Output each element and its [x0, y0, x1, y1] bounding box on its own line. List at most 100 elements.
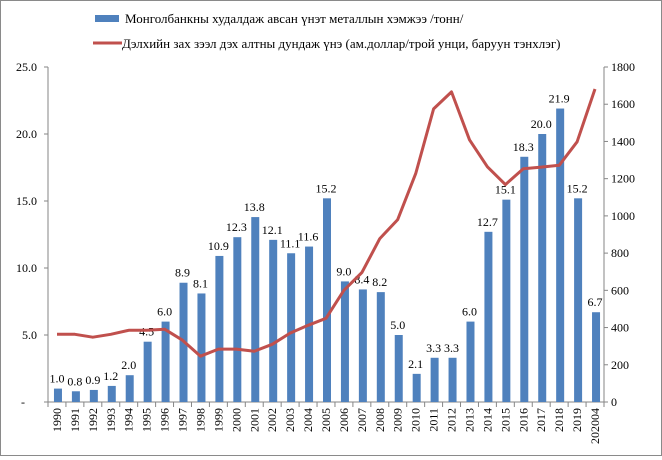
x-tick-label: 2016: [516, 408, 530, 432]
x-tick-label: 2012: [445, 408, 459, 432]
x-tick-label: 2002: [265, 408, 279, 432]
bar: [89, 389, 98, 402]
x-tick-label: 1996: [158, 408, 172, 432]
right-tick-label: 600: [611, 283, 629, 297]
bar-data-label: 3.3: [426, 341, 441, 355]
right-tick-label: 0: [611, 395, 617, 409]
x-tick-label: 202004: [588, 408, 602, 444]
x-tick-label: 2007: [355, 408, 369, 432]
bar-data-label: 12.3: [226, 220, 247, 234]
x-tick-label: 1993: [104, 408, 118, 432]
bar-data-label: 13.8: [244, 200, 265, 214]
bar: [502, 199, 511, 402]
bar: [233, 237, 242, 402]
x-tick-label: 1998: [193, 408, 207, 432]
left-tick-label: -: [21, 395, 25, 409]
bar: [394, 335, 403, 402]
bar: [466, 321, 475, 402]
bar-data-label: 8.2: [372, 275, 387, 289]
bar: [215, 255, 224, 402]
x-tick-label: 1997: [176, 408, 190, 432]
x-tick-label: 2000: [229, 408, 243, 432]
legend-bar-swatch: [95, 15, 119, 22]
x-tick-label: 1991: [68, 408, 82, 432]
bar-data-label: 11.6: [298, 230, 319, 244]
legend-bar-label: Монголбанкны худалдаж авсан үнэт металлы…: [125, 11, 464, 26]
bar-data-label: 15.1: [495, 183, 516, 197]
x-tick-label: 2013: [462, 408, 476, 432]
bar-data-label: 3.3: [444, 341, 459, 355]
bar: [538, 134, 547, 402]
bar: [574, 198, 583, 402]
bar-data-label: 21.9: [549, 92, 570, 106]
left-tick-label: 10.0: [16, 261, 37, 275]
bar-data-label: 11.1: [280, 236, 301, 250]
bar-data-label: 18.3: [513, 140, 534, 154]
x-tick-label: 2011: [427, 408, 441, 432]
bar-data-label: 15.2: [316, 181, 337, 195]
bar-data-label: 20.0: [531, 117, 552, 131]
bar: [107, 385, 116, 402]
left-tick-label: 15.0: [16, 194, 37, 208]
x-tick-label: 2008: [373, 408, 387, 432]
bar: [161, 321, 170, 402]
bar: [125, 375, 134, 402]
bar: [556, 108, 565, 402]
x-tick-label: 2009: [391, 408, 405, 432]
bar: [520, 156, 529, 402]
bar-data-label: 6.7: [588, 295, 603, 309]
right-tick-label: 800: [611, 246, 629, 260]
bar-data-label: 0.9: [85, 373, 100, 387]
x-tick-label: 2015: [498, 408, 512, 432]
bar: [358, 289, 367, 402]
bar-data-label: 2.0: [121, 358, 136, 372]
right-tick-label: 200: [611, 358, 629, 372]
x-tick-label: 2005: [319, 408, 333, 432]
right-tick-label: 1800: [611, 60, 635, 74]
right-tick-label: 1000: [611, 209, 635, 223]
x-tick-label: 2006: [337, 408, 351, 432]
x-tick-label: 2003: [283, 408, 297, 432]
bar-data-label: 1.0: [49, 372, 64, 386]
left-tick-label: 20.0: [16, 127, 37, 141]
right-tick-label: 400: [611, 321, 629, 335]
bar: [592, 312, 601, 402]
bar-data-label: 2.1: [408, 357, 423, 371]
bar-data-label: 8.1: [193, 276, 208, 290]
x-tick-label: 1990: [50, 408, 64, 432]
x-tick-label: 2004: [301, 408, 315, 432]
x-tick-label: 2018: [552, 408, 566, 432]
x-tick-label: 2014: [480, 408, 494, 432]
bar: [323, 198, 331, 402]
bar: [287, 253, 296, 402]
gold-price-line: [57, 88, 597, 358]
x-tick-label: 1995: [140, 408, 154, 432]
bar: [251, 217, 260, 402]
bar-data-label: 15.2: [567, 181, 588, 195]
bar-data-label: 12.7: [477, 215, 498, 229]
bar-data-label: 12.1: [262, 223, 283, 237]
bar: [143, 341, 152, 402]
x-tick-label: 1992: [86, 408, 100, 432]
right-tick-label: 1600: [611, 97, 635, 111]
bar-data-label: 6.0: [462, 305, 477, 319]
bar: [269, 239, 278, 402]
bar: [484, 231, 493, 402]
bar-data-label: 6.0: [157, 305, 172, 319]
x-tick-label: 2017: [534, 408, 548, 432]
x-tick-label: 2010: [409, 408, 423, 432]
right-tick-label: 1400: [611, 134, 635, 148]
bar: [412, 373, 421, 402]
bar-data-label: 1.2: [103, 369, 118, 383]
right-tick-label: 1200: [611, 172, 635, 186]
x-tick-label: 2019: [570, 408, 584, 432]
left-tick-label: 5.0: [22, 328, 37, 342]
bar: [430, 357, 439, 402]
bar: [376, 292, 385, 402]
bar-data-label: 9.0: [336, 264, 351, 278]
bar: [53, 388, 62, 402]
x-tick-label: 1999: [211, 408, 225, 432]
x-tick-label: 1994: [122, 408, 136, 432]
